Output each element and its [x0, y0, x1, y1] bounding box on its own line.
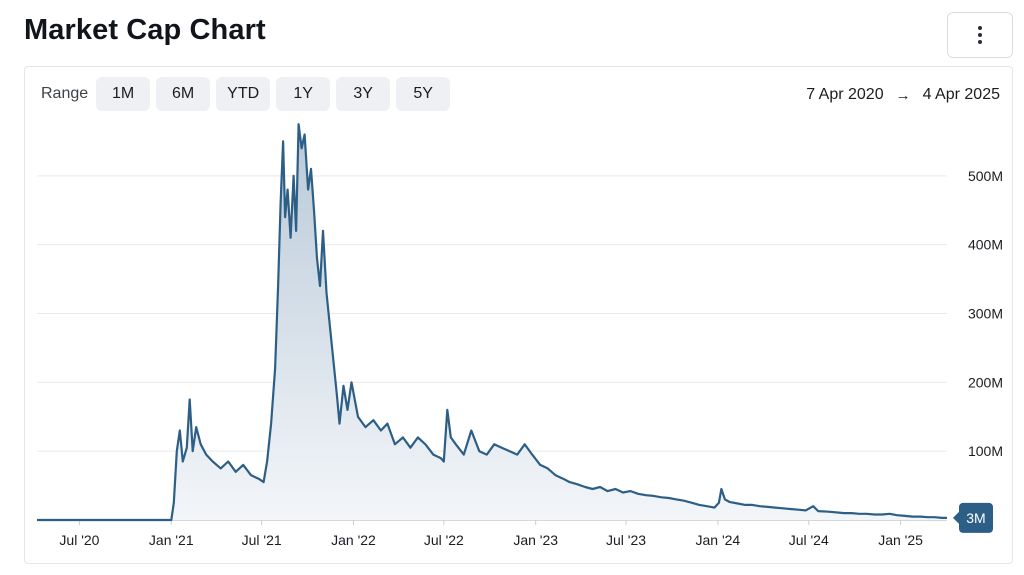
x-tick-label: Jul '24 — [789, 532, 829, 548]
date-end[interactable]: 4 Apr 2025 — [922, 86, 1000, 103]
last-value-badge: 3M — [953, 502, 993, 533]
range-button-1m[interactable]: 1M — [96, 77, 151, 111]
y-tick-label: 100M — [968, 443, 1003, 459]
page-title: Market Cap Chart — [24, 14, 266, 46]
x-axis-labels: Jul '20 Jan '21 Jul '21 Jan '22 Jul '22 Jan '… — [59, 532, 923, 548]
y-tick-label: 500M — [968, 168, 1003, 184]
range-button-6m[interactable]: 6M — [156, 77, 211, 111]
x-tick-label: Jul '20 — [59, 532, 99, 548]
range-button-3y[interactable]: 3Y — [336, 77, 391, 111]
series-area — [37, 123, 947, 522]
y-tick-label: 300M — [968, 306, 1003, 322]
x-tick-label: Jul '21 — [242, 532, 282, 548]
range-label: Range — [41, 85, 89, 102]
y-tick-label: 200M — [968, 374, 1003, 390]
date-range: 7 Apr 2020 → 4 Apr 2025 — [806, 86, 1000, 104]
x-tick-label: Jan '22 — [331, 532, 376, 548]
x-tick-label: Jan '24 — [696, 532, 741, 548]
range-button-ytd[interactable]: YTD — [216, 77, 271, 111]
series-line — [37, 123, 947, 522]
x-tick-label: Jan '21 — [149, 532, 194, 548]
range-button-5y[interactable]: 5Y — [396, 77, 451, 111]
x-tick-label: Jul '22 — [424, 532, 464, 548]
badge-pointer — [953, 511, 959, 524]
x-tick-label: Jul '23 — [606, 532, 646, 548]
more-options-button[interactable] — [947, 12, 1013, 58]
arrow-right-icon: → — [895, 86, 911, 104]
area-fill — [37, 124, 947, 520]
badge-box — [959, 502, 993, 533]
x-tick-label: Jan '23 — [513, 532, 558, 548]
last-value-label: 3M — [966, 510, 985, 526]
x-tick-label: Jan '25 — [878, 532, 923, 548]
date-start[interactable]: 7 Apr 2020 — [806, 86, 884, 103]
chart-card: Range 1M 6M YTD 1Y 3Y 5Y 7 Apr 2020 → 4 … — [24, 66, 1013, 564]
y-axis-labels: 100M 200M 300M 400M 500M — [968, 168, 1003, 459]
range-button-1y[interactable]: 1Y — [276, 77, 331, 111]
range-selector: Range 1M 6M YTD 1Y 3Y 5Y — [41, 77, 451, 111]
y-tick-label: 400M — [968, 237, 1003, 253]
kebab-menu-icon — [978, 26, 982, 44]
